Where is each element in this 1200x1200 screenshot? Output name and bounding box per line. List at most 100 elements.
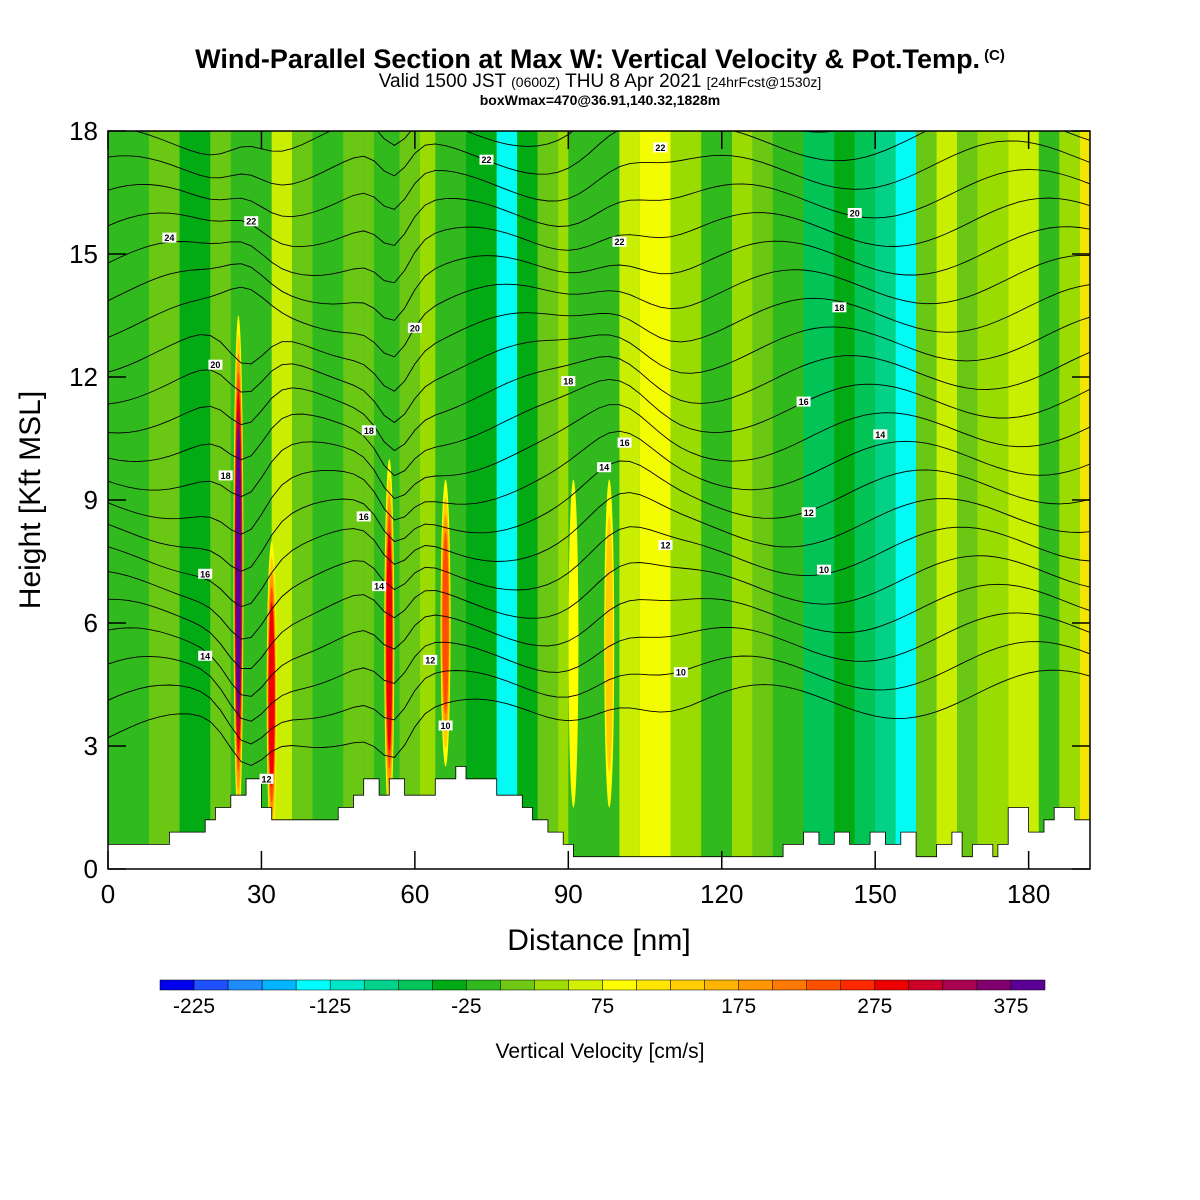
theta-contour-label: 16 [198,568,213,579]
colorbar-swatch [261,979,297,991]
theta-contour-label: 12 [801,507,816,518]
theta-label-text: 22 [655,143,665,153]
colorbar-swatch [466,979,501,991]
theta-label-box [653,142,668,153]
theta-contour-label: 18 [561,376,576,387]
theta-label-box [208,359,223,370]
theta-label-box [198,568,213,579]
theta-contour-label: 18 [361,425,376,436]
theta-contour-label: 10 [438,720,453,731]
theta-contour-label: 20 [847,208,862,219]
theta-contour-label: 20 [407,322,422,333]
theta-label-box [847,208,862,218]
theta-label-box [244,216,259,227]
updraft-core [442,532,449,714]
theta-label-box [438,720,453,731]
chart-title: Wind-Parallel Section at Max W: Vertical… [0,44,1200,75]
theta-label-box [423,654,438,665]
theta-label-box [218,470,233,481]
theta-label-text: 14 [599,463,609,473]
theta-label-box [479,154,494,165]
theta-label-text: 10 [819,565,829,575]
colorbar-label: 275 [857,995,892,1018]
theta-label-text: 16 [200,569,210,579]
velocity-band [517,131,538,869]
theta-label-box [372,581,387,592]
colorbar-swatch [908,979,944,991]
theta-label-box [801,507,816,518]
theta-contour-line [108,197,1090,284]
velocity-band [1038,131,1060,869]
velocity-band [731,131,753,869]
theta-contour-line [108,131,1090,186]
theta-contour-line [108,140,1090,218]
theta-contour-line [108,669,1090,766]
updraft-core [568,479,579,808]
theta-contour-line [108,492,1090,608]
colorbar-swatch [806,979,842,991]
colorbar-swatch [976,979,1012,991]
colorbar-swatch [500,979,535,991]
theta-label-box [561,376,576,387]
theta-contour-line [108,53,1090,130]
x-tick-label: 120 [700,879,743,909]
colorbar-swatch [295,979,331,991]
theta-label-text: 20 [850,209,860,219]
theta-label-text: 12 [660,541,670,551]
theta-label-text: 14 [875,430,885,440]
x-tick-label: 30 [247,879,276,909]
theta-contour-label: 10 [817,564,832,575]
x-axis-title: Distance [nm] [507,924,690,957]
velocity-band [701,131,732,869]
theta-contour-label: 14 [873,429,888,440]
theta-contour-line [108,284,1090,392]
theta-contour-label: 12 [259,773,274,784]
colorbar-swatch [398,979,433,991]
x-tick-label: 150 [853,879,896,909]
theta-label-box [356,511,371,522]
updraft-core [605,515,614,772]
theta-contour-line [108,168,1090,248]
colorbar-swatch [942,979,978,991]
theta-contour-line [108,226,1090,321]
theta-contour-label: 14 [372,581,387,592]
velocity-band [803,131,835,869]
velocity-band [419,131,436,869]
velocity-band [148,131,180,869]
velocity-band [895,131,917,869]
velocity-band [1059,131,1080,869]
colorbar-swatch [568,979,603,991]
velocity-band [399,131,420,869]
theta-contour-label: 10 [673,667,688,678]
velocity-band [639,131,671,869]
theta-label-box [407,322,422,333]
y-tick-label: 6 [84,608,98,638]
velocity-band [936,131,958,869]
updraft-core [268,602,275,787]
chart-title-text: Wind-Parallel Section at Max W: Vertical… [195,44,981,74]
colorbar: -225 -125 -25 75 175 275 375 [159,979,1046,1018]
theta-label-text: 16 [620,438,630,448]
colorbar-swatch [193,979,229,991]
theta-label-text: 10 [676,668,686,678]
axes: 0 30 60 90 120 150 180 0 3 6 9 12 15 18 [69,116,1090,909]
colorbar-swatch [738,979,773,991]
theta-label-text: 22 [614,237,624,247]
velocity-band [363,131,374,869]
valid-time-a: Valid 1500 JST [378,71,506,92]
theta-contour-line [108,583,1090,697]
theta-label-text: 20 [410,323,420,333]
theta-contours [108,53,1090,766]
velocity-band [558,131,569,869]
valid-time-b: THU 8 Apr 2021 [565,71,702,92]
colorbar-swatch [636,979,671,991]
theta-label-text: 16 [359,512,369,522]
theta-label-text: 24 [164,233,174,243]
valid-time-z: (0600Z) [511,74,561,90]
theta-contour-label: 22 [612,236,627,247]
colorbar-swatch [602,979,637,991]
theta-contour-label: 12 [423,654,438,665]
theta-label-text: 12 [804,508,814,518]
theta-label-box [259,773,274,784]
theta-contour-label: 16 [356,511,371,522]
